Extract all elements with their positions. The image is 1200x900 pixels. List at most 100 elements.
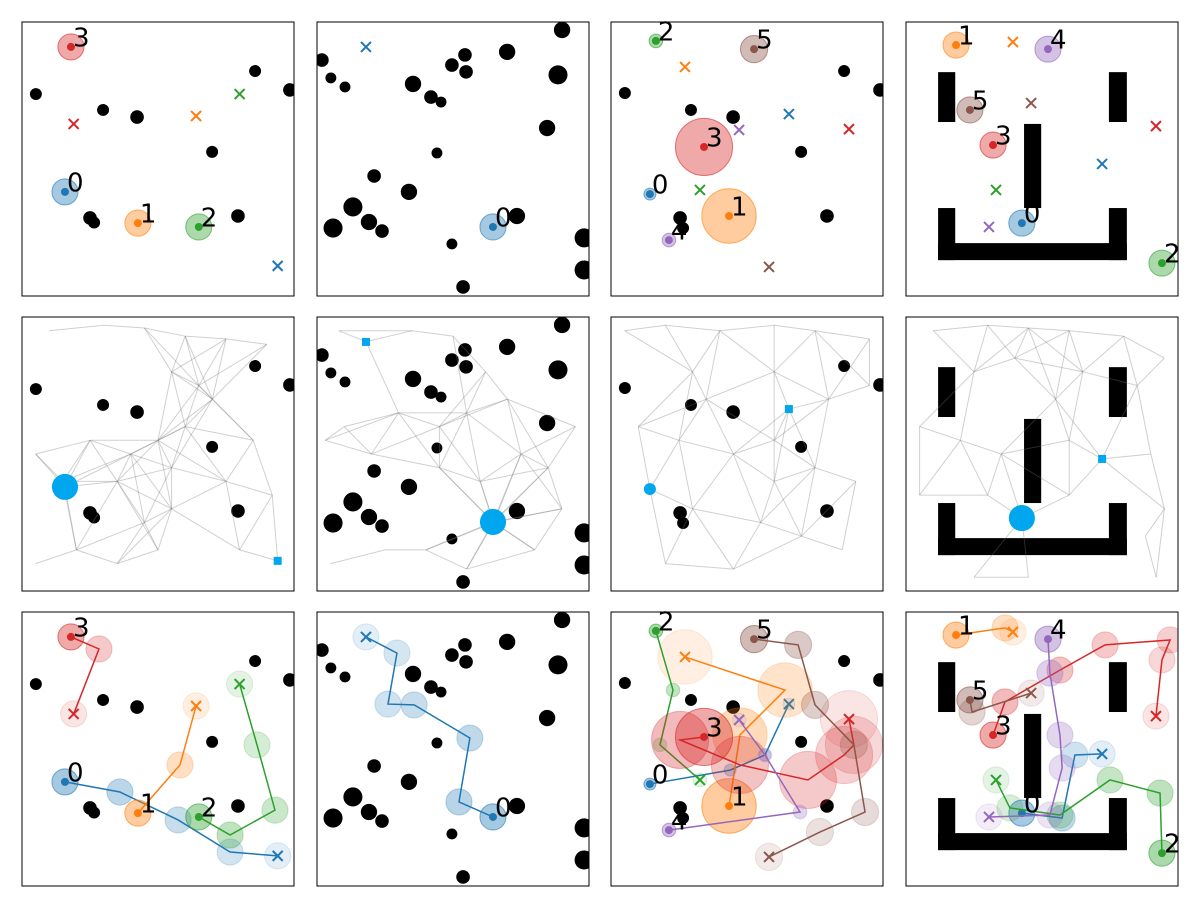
agent-center — [952, 631, 961, 640]
agent-label: 5 — [972, 86, 989, 116]
agent-center — [664, 826, 673, 835]
highlight-goal — [1098, 454, 1107, 463]
goal-marker — [271, 850, 284, 862]
roadmap-edge — [466, 398, 508, 414]
roadmap-edge — [76, 549, 118, 565]
roadmap-edge — [773, 439, 816, 469]
obstacle — [574, 260, 589, 280]
obstacle — [88, 806, 101, 819]
roadmap-edge — [773, 371, 790, 410]
roadmap-edge — [171, 467, 227, 482]
agent-center — [1043, 45, 1052, 54]
roadmap-edge — [678, 398, 707, 441]
roadmap-edge — [184, 385, 200, 427]
obstacle — [873, 673, 883, 687]
roadmap-edge — [171, 426, 186, 468]
agent-center — [194, 812, 203, 821]
roadmap-edge — [35, 439, 91, 455]
roadmap-edge — [987, 453, 1002, 496]
panel — [317, 22, 589, 294]
agent-center — [965, 695, 974, 704]
panel — [938, 614, 1178, 867]
roadmap-edge — [733, 408, 790, 455]
obstacle — [97, 103, 110, 116]
panel — [618, 33, 883, 273]
roadmap-edge — [198, 343, 268, 386]
obstacle — [343, 787, 363, 807]
agent-label: 2 — [1164, 830, 1181, 860]
roadmap-edge — [75, 481, 118, 551]
roadmap-edge — [143, 467, 173, 523]
obstacle — [231, 504, 245, 518]
roadmap-edge — [184, 426, 227, 482]
roadmap-edge — [157, 426, 186, 441]
roadmap-edge — [184, 335, 213, 400]
roadmap-edge — [534, 508, 563, 551]
roadmap-edge — [116, 480, 172, 510]
agent-label: 3 — [73, 613, 90, 643]
obstacle — [548, 360, 568, 380]
agent-center — [989, 141, 998, 150]
panel — [317, 317, 589, 589]
obstacle — [820, 504, 834, 518]
roadmap-edge — [35, 549, 77, 565]
roadmap-edge — [719, 324, 775, 332]
path — [70, 636, 100, 715]
obstacle — [456, 280, 470, 294]
obstacle — [873, 378, 883, 392]
agent-center — [664, 236, 673, 245]
agent-label: 2 — [201, 793, 218, 823]
goal-marker — [990, 774, 1002, 786]
obstacle — [553, 317, 571, 334]
panel-frame — [21, 21, 295, 297]
roadmap-edge — [184, 336, 200, 386]
goal-marker — [190, 110, 202, 122]
roadmap-edge — [520, 426, 576, 455]
roadmap-edge — [814, 467, 856, 482]
roadmap-edge — [919, 426, 961, 441]
obstacle — [795, 440, 808, 453]
roadmap-edge — [398, 412, 440, 428]
obstacle — [446, 533, 458, 545]
roadmap-edge — [116, 481, 145, 523]
roadmap-edge — [452, 335, 487, 373]
roadmap-edge — [130, 453, 172, 469]
roadmap-edge — [828, 338, 870, 400]
agent-center — [645, 780, 654, 789]
roadmap-edge — [143, 327, 173, 373]
goal-marker — [733, 714, 745, 726]
roadmap-edge — [649, 488, 666, 564]
roadmap-edge — [507, 398, 576, 428]
obstacle — [445, 58, 459, 72]
roadmap-edge — [637, 426, 651, 490]
roadmap-edge — [439, 371, 487, 427]
obstacle — [29, 383, 42, 396]
roadmap-edge — [828, 385, 870, 400]
goal-marker — [67, 118, 80, 130]
goal-marker — [233, 88, 246, 100]
roadmap-edge — [324, 426, 345, 441]
obstacle — [317, 643, 329, 657]
roadmap-edge — [773, 481, 802, 537]
roadmap-edge — [774, 324, 816, 332]
roadmap-edge — [438, 426, 481, 482]
agent-center — [194, 222, 203, 231]
roadmap-edge — [1155, 508, 1165, 578]
roadmap-edge — [1102, 453, 1151, 460]
path — [137, 705, 197, 814]
roadmap-edge — [225, 338, 267, 345]
roadmap-edge — [371, 426, 440, 455]
agent-center — [651, 626, 660, 635]
roadmap-edge — [371, 453, 440, 469]
obstacle — [206, 145, 219, 158]
roadmap-edge — [185, 426, 254, 441]
goal-marker — [763, 261, 775, 273]
obstacle — [820, 799, 834, 813]
highlight-goal — [784, 405, 793, 414]
obstacle — [574, 228, 589, 248]
goal-marker — [694, 774, 706, 786]
roadmap-edge — [157, 371, 173, 441]
obstacle — [873, 83, 883, 97]
obstacle — [574, 523, 589, 543]
roadmap-edge — [973, 357, 1015, 373]
